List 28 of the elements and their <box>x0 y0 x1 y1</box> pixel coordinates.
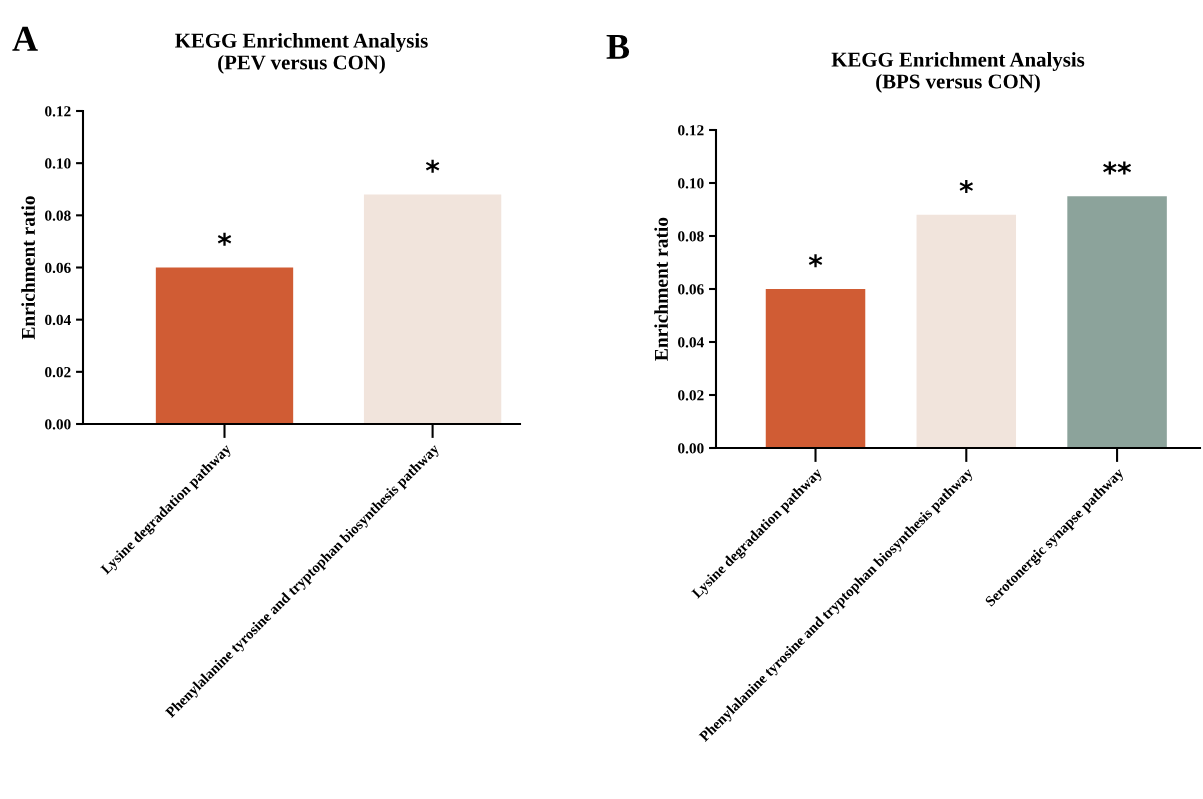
annotation: * <box>217 232 232 246</box>
text: A <box>12 26 38 51</box>
bar <box>1067 196 1167 448</box>
y-tick-label: 0.04 <box>45 314 71 326</box>
y-tick-label: 0.06 <box>678 284 704 295</box>
y-tick-label: 0.02 <box>678 390 704 401</box>
annotation: ** <box>1103 161 1132 175</box>
bar <box>916 214 1017 448</box>
y-tick-label: 0.10 <box>45 158 71 169</box>
y-tick-label: 0.12 <box>45 106 71 117</box>
annotation: * <box>808 254 823 268</box>
y-tick-label: 0.12 <box>678 125 704 136</box>
y-axis-title: Enrichment ratio <box>21 196 35 340</box>
y-tick-label: 0.04 <box>678 337 704 348</box>
y-tick-label: 0.08 <box>678 231 704 242</box>
chart-title: KEGG Enrichment Analysis (PEV versus CON) <box>175 33 428 74</box>
chart-title: KEGG Enrichment Analysis (BPS versus CON) <box>831 52 1085 93</box>
y-tick-label: 0.02 <box>45 366 71 378</box>
y-tick-label: 0.00 <box>678 443 704 454</box>
y-tick-label: 0.10 <box>678 178 704 189</box>
y-axis-title: Enrichment ratio <box>654 217 668 361</box>
annotation: * <box>959 180 973 193</box>
text: B <box>606 35 630 59</box>
y-tick-label: 0.00 <box>45 419 71 430</box>
bar <box>765 289 866 448</box>
y-tick-label: 0.06 <box>45 262 71 274</box>
annotation: * <box>425 159 440 173</box>
y-tick-label: 0.08 <box>45 210 71 221</box>
